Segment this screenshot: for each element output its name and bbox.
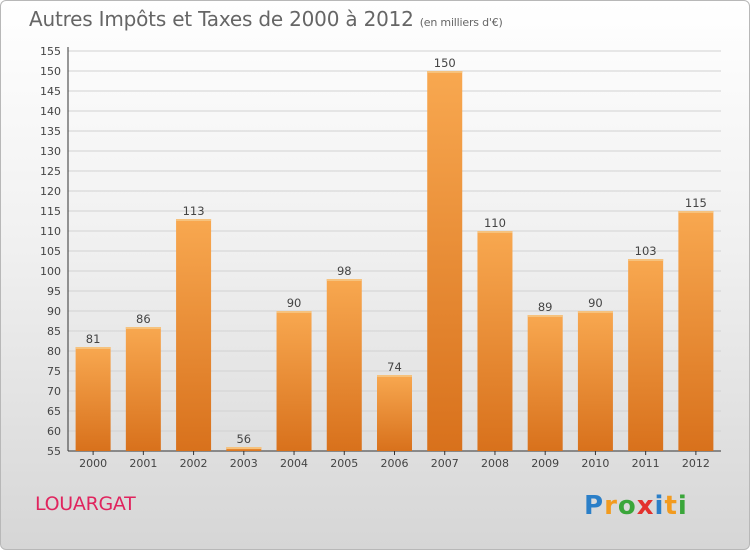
data-label: 81 <box>86 332 101 346</box>
bar <box>678 211 714 451</box>
chart-title: Autres Impôts et Taxes de 2000 à 2012 (en… <box>29 7 503 31</box>
data-label: 89 <box>538 300 553 314</box>
y-tick-label: 75 <box>47 365 61 378</box>
x-tick-label: 2009 <box>531 457 559 470</box>
x-tick-label: 2000 <box>79 457 107 470</box>
y-tick-label: 85 <box>47 325 61 338</box>
y-tick-label: 135 <box>40 125 61 138</box>
x-axis-ticks: 2000 2001 2002 2003 2004 2005 2006 2007 2008 2009… <box>79 451 710 470</box>
bar-highlight <box>477 231 513 233</box>
data-label: 115 <box>685 196 707 210</box>
x-tick-label: 2004 <box>280 457 308 470</box>
data-label: 98 <box>337 264 352 278</box>
bar <box>477 231 513 451</box>
bar <box>427 71 463 451</box>
logo-letter: P <box>584 491 605 521</box>
bar-highlight <box>678 211 714 213</box>
data-label: 56 <box>236 432 251 446</box>
bar-highlight <box>577 311 613 313</box>
chart-title-text: Autres Impôts et Taxes de 2000 à 2012 <box>29 7 414 31</box>
bar-highlight <box>427 71 463 73</box>
y-tick-label: 100 <box>40 265 61 278</box>
data-label: 150 <box>434 56 456 70</box>
y-tick-label: 125 <box>40 165 61 178</box>
bar-highlight <box>377 375 412 377</box>
bar <box>276 311 312 451</box>
y-tick-label: 105 <box>40 245 61 258</box>
y-tick-label: 145 <box>40 85 61 98</box>
y-tick-label: 110 <box>40 225 61 238</box>
y-tick-label: 55 <box>47 445 61 458</box>
x-tick-label: 2002 <box>180 457 208 470</box>
logo-letter: o <box>617 491 637 521</box>
bar <box>125 327 161 451</box>
bar-highlight <box>527 315 563 317</box>
data-label: 90 <box>588 296 603 310</box>
data-label: 90 <box>287 296 302 310</box>
logo-letter: i <box>654 491 665 521</box>
data-label: 74 <box>387 360 402 374</box>
logo-letter: i <box>677 491 688 521</box>
bar <box>377 375 412 451</box>
y-tick-label: 130 <box>40 145 61 158</box>
y-tick-label: 70 <box>47 385 61 398</box>
y-tick-label: 120 <box>40 185 61 198</box>
data-label: 86 <box>136 312 151 326</box>
bar-highlight <box>125 327 161 329</box>
y-tick-label: 155 <box>40 45 61 58</box>
bar <box>577 311 613 451</box>
x-tick-label: 2012 <box>682 457 710 470</box>
bar <box>527 315 563 451</box>
x-tick-label: 2011 <box>632 457 660 470</box>
x-tick-label: 2001 <box>129 457 157 470</box>
y-tick-label: 90 <box>47 305 61 318</box>
bar-highlight <box>176 219 212 221</box>
y-tick-label: 80 <box>47 345 61 358</box>
x-tick-label: 2008 <box>481 457 509 470</box>
y-tick-label: 140 <box>40 105 61 118</box>
data-label: 103 <box>635 244 657 258</box>
y-tick-label: 60 <box>47 425 61 438</box>
y-tick-label: 65 <box>47 405 61 418</box>
bar-highlight <box>326 279 362 281</box>
y-tick-label: 95 <box>47 285 61 298</box>
logo-letter: r <box>604 491 618 521</box>
y-tick-label: 150 <box>40 65 61 78</box>
bar-highlight <box>226 447 262 449</box>
chart-unit-label: (en milliers d'€) <box>419 16 503 29</box>
bar <box>176 219 212 451</box>
data-label: 113 <box>183 204 205 218</box>
proxiti-logo: Proxiti <box>584 491 688 521</box>
x-tick-label: 2007 <box>431 457 459 470</box>
commune-name: LOUARGAT <box>35 493 136 515</box>
x-tick-label: 2010 <box>581 457 609 470</box>
logo-letter: t <box>664 491 678 521</box>
bar <box>628 259 664 451</box>
bar-highlight <box>276 311 312 313</box>
data-labels: 81 86 113 56 90 98 74 150 110 89 90 103 115 <box>86 56 707 446</box>
bar-highlight <box>75 347 111 349</box>
data-label: 110 <box>484 216 506 230</box>
y-tick-label: 115 <box>40 205 61 218</box>
y-axis-ticks: 55 60 65 70 75 80 85 90 95 100 105 110 115 120 125 130 1… <box>40 45 61 458</box>
logo-letter: x <box>636 491 655 521</box>
x-tick-label: 2005 <box>330 457 358 470</box>
bar <box>326 279 362 451</box>
bar-highlight <box>628 259 664 261</box>
x-tick-label: 2006 <box>381 457 409 470</box>
bars <box>75 71 714 451</box>
x-tick-label: 2003 <box>230 457 258 470</box>
bar <box>75 347 111 451</box>
